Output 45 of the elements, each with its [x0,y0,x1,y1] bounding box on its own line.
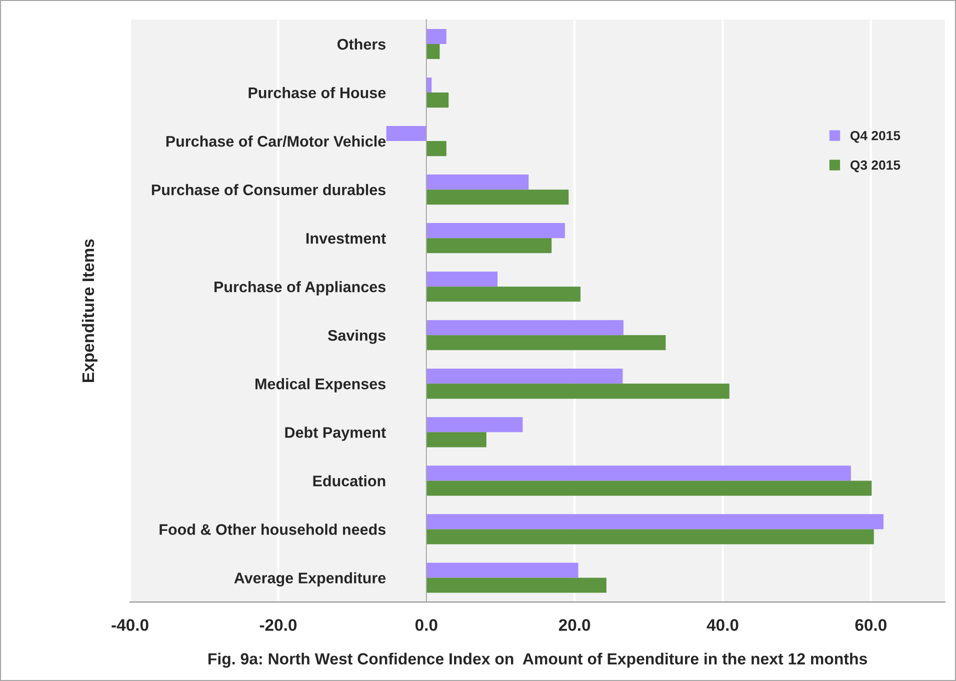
x-tick-label: 60.0 [855,619,886,631]
y-tick-label: Medical Expenses [256,378,386,392]
x-tick-label: 20.0 [558,619,590,631]
bar [426,562,578,578]
x-tick-label: 0.0 [415,619,438,631]
bar [426,174,529,190]
bar [426,578,606,593]
y-tick-label: Education [313,475,386,486]
bar [426,272,498,287]
x-tick-label: -20.0 [260,619,297,631]
bar [426,368,623,384]
bar [426,190,569,205]
bar [386,126,426,142]
bar [426,238,552,254]
bar [426,44,440,60]
y-tick-label: Debt Payment [285,426,386,441]
x-tick-label: -40.0 [112,619,148,631]
bar [426,514,884,530]
bar [426,223,565,238]
y-tick-label: Investment [306,233,386,244]
bar [426,480,872,496]
y-tick-label: Average Expenditure [234,572,386,587]
bar [426,384,730,399]
y-tick-label: Purchase of Consumer durables [152,184,386,196]
y-tick-label: Food & Other household needs [160,524,386,535]
bar [426,335,666,350]
y-axis-title: Expenditure Items [82,239,98,382]
bar [426,141,446,156]
y-tick-label: Purchase of Car/Motor Vehicle [166,136,386,147]
y-tick-label: Purchase of Appliances [214,281,386,296]
bar [426,529,874,544]
bar [426,320,624,336]
text: Fig. 9a: North West Confidence Index on Amount of Expenditure in the next 12 months [208,652,867,668]
legend-label: Q3 2015 [850,160,900,172]
x-tick-label: 40.0 [706,619,738,631]
bar [426,417,523,432]
bar [426,466,851,481]
legend-label: Q4 2015 [850,130,900,143]
bar [426,92,449,108]
bar [426,286,580,302]
y-tick-label: Purchase of House [248,86,386,98]
y-tick-label: Others [337,38,386,50]
bar [426,432,486,448]
bar [426,28,446,44]
y-tick-label: Savings [328,330,386,344]
